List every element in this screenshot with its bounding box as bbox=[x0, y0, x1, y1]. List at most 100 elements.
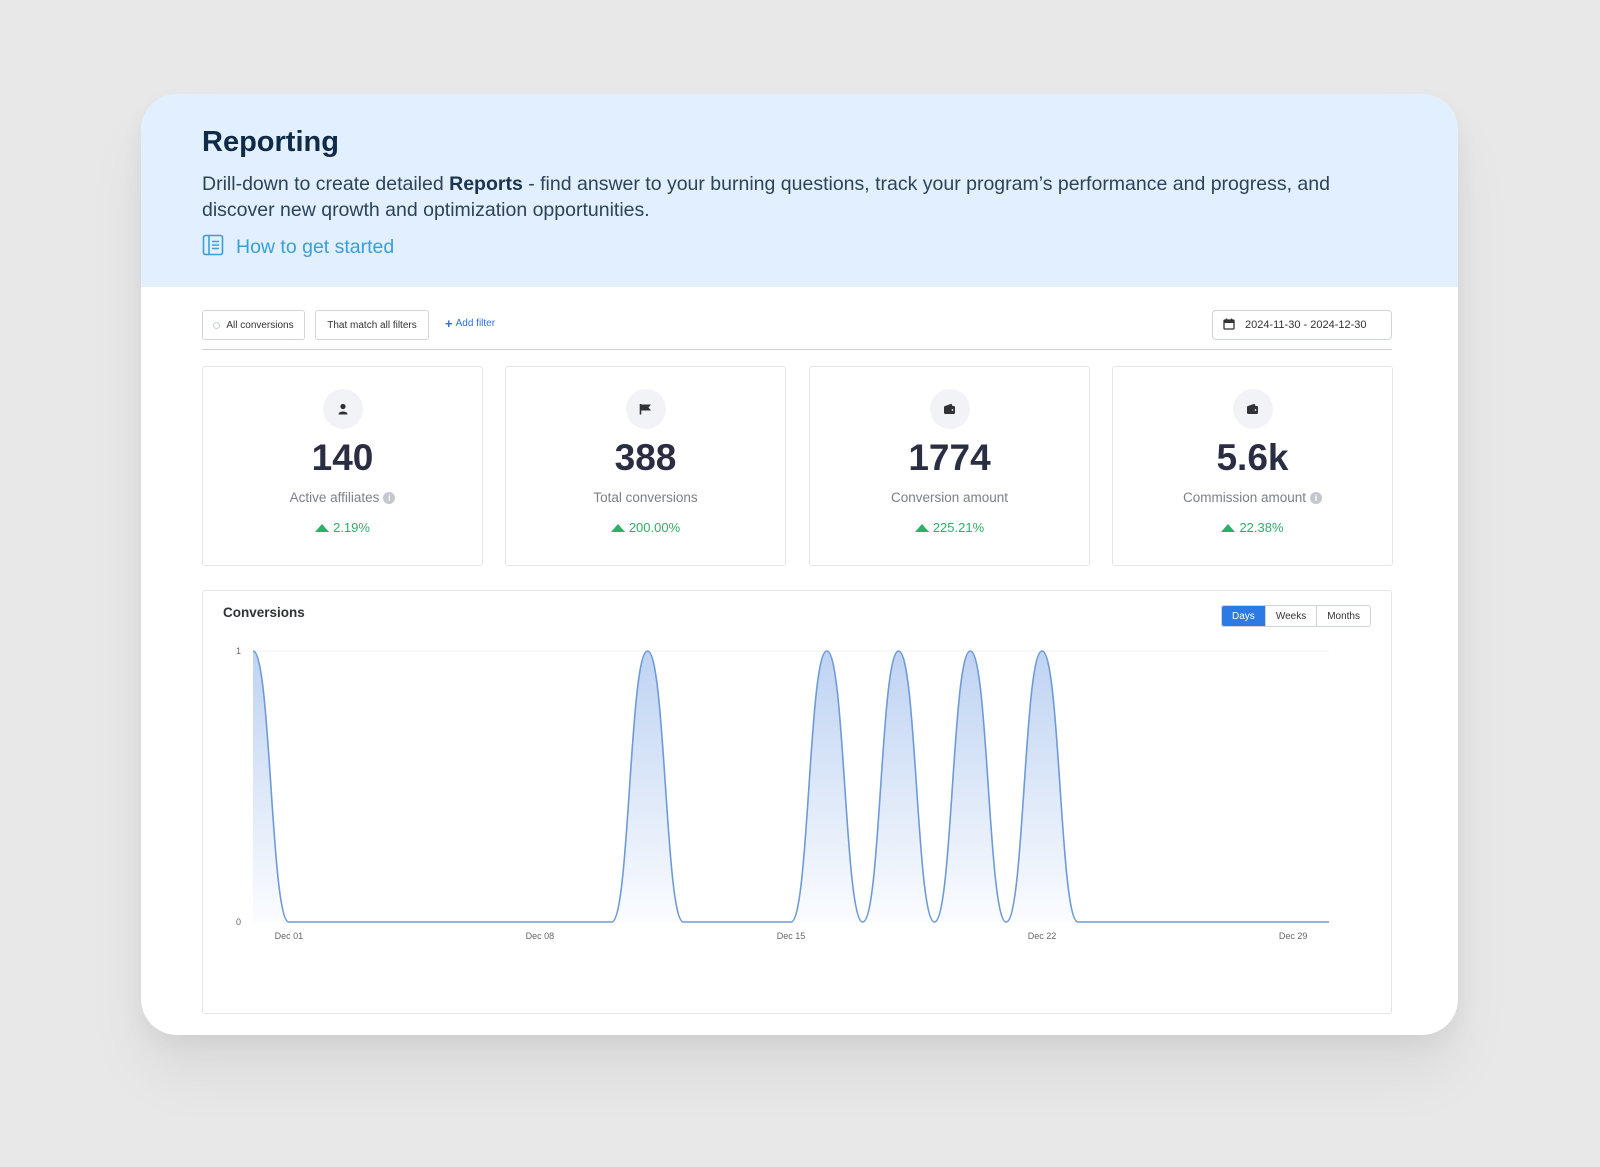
data-point[interactable] bbox=[860, 919, 866, 925]
series-line bbox=[252, 650, 1329, 923]
flag-icon bbox=[625, 389, 666, 429]
conversions-chart: 0 1 Dec 01 Dec 08 Dec 15 Dec 22 Dec 29 bbox=[236, 646, 1332, 941]
data-point[interactable] bbox=[967, 648, 973, 654]
arrow-up-icon bbox=[315, 523, 330, 532]
stat-change: 200.00% bbox=[506, 520, 785, 535]
period-toggle: Days Weeks Months bbox=[1221, 605, 1371, 627]
stat-value: 140 bbox=[311, 437, 374, 478]
stat-card-active-affiliates: 140 Active affiliates i 2.19% bbox=[202, 366, 483, 566]
add-filter-button[interactable]: + Add filter bbox=[445, 315, 496, 331]
y-tick-label: 0 bbox=[236, 917, 241, 927]
stat-change-value: 200.00% bbox=[628, 520, 681, 535]
data-point[interactable] bbox=[322, 919, 328, 925]
data-point[interactable] bbox=[1039, 648, 1045, 654]
period-weeks-button[interactable]: Weeks bbox=[1264, 606, 1317, 626]
x-tick-label: Dec 15 bbox=[777, 931, 806, 941]
page-description: Drill-down to create detailed Reports - … bbox=[202, 171, 1362, 223]
page-title: Reporting bbox=[202, 126, 339, 158]
arrow-up-icon bbox=[1221, 523, 1236, 532]
arrow-up-icon bbox=[610, 523, 625, 532]
data-point[interactable] bbox=[609, 919, 615, 925]
wallet-icon bbox=[1232, 389, 1273, 429]
wallet-icon bbox=[929, 389, 970, 429]
stat-label: Total conversions bbox=[506, 490, 785, 505]
period-months-button[interactable]: Months bbox=[1316, 606, 1370, 626]
plus-icon: + bbox=[445, 315, 453, 331]
date-range-value: 2024-11-30 - 2024-12-30 bbox=[1245, 319, 1367, 331]
data-point[interactable] bbox=[1254, 919, 1260, 925]
user-icon bbox=[322, 389, 363, 429]
data-point[interactable] bbox=[896, 648, 902, 654]
stat-label: Conversion amount bbox=[810, 490, 1089, 505]
stat-change: 2.19% bbox=[203, 520, 482, 535]
info-icon[interactable]: i bbox=[383, 491, 396, 504]
stat-change-value: 22.38% bbox=[1239, 520, 1284, 535]
stat-card-commission-amount: 5.6k Commission amount i 22.38% bbox=[1112, 366, 1393, 566]
hero-banner: Reporting Drill-down to create detailed … bbox=[141, 94, 1458, 287]
series-area bbox=[253, 651, 1329, 922]
data-point[interactable] bbox=[429, 919, 435, 925]
how-to-get-started-link[interactable]: How to get started bbox=[202, 234, 394, 261]
x-tick-label: Dec 08 bbox=[526, 931, 555, 941]
data-point[interactable] bbox=[680, 919, 686, 925]
data-point[interactable] bbox=[1003, 919, 1009, 925]
stat-label-text: Commission amount bbox=[1182, 490, 1307, 505]
description-text-start: Drill-down to create detailed bbox=[202, 173, 450, 195]
stat-change-value: 2.19% bbox=[333, 520, 370, 535]
data-point[interactable] bbox=[824, 648, 830, 654]
stat-change: 225.21% bbox=[810, 520, 1089, 535]
data-point[interactable] bbox=[393, 919, 399, 925]
reporting-card: Reporting Drill-down to create detailed … bbox=[141, 94, 1458, 1035]
match-filters-label: That match all filters bbox=[327, 319, 417, 331]
data-point[interactable] bbox=[1218, 919, 1224, 925]
data-point[interactable] bbox=[501, 919, 507, 925]
chart-title: Conversions bbox=[223, 605, 305, 620]
book-icon bbox=[202, 234, 224, 261]
data-point[interactable] bbox=[573, 919, 579, 925]
how-to-get-started-label: How to get started bbox=[236, 236, 395, 258]
match-filters-select[interactable]: That match all filters bbox=[315, 310, 429, 340]
data-point[interactable] bbox=[1147, 919, 1153, 925]
period-days-button[interactable]: Days bbox=[1222, 606, 1265, 626]
radio-icon bbox=[213, 321, 221, 329]
stat-value: 388 bbox=[614, 437, 677, 478]
data-point[interactable] bbox=[645, 648, 651, 654]
stat-label-text: Conversion amount bbox=[890, 490, 1009, 505]
description-bold-reports: Reports bbox=[449, 173, 523, 195]
data-point[interactable] bbox=[465, 919, 471, 925]
data-point[interactable] bbox=[1326, 919, 1332, 925]
description-text-end: - find answer to your burning questions,… bbox=[202, 173, 1330, 221]
data-point[interactable] bbox=[1075, 919, 1081, 925]
stat-change: 22.38% bbox=[1113, 520, 1392, 535]
stat-value: 5.6k bbox=[1216, 437, 1289, 478]
data-point[interactable] bbox=[250, 648, 256, 654]
x-tick-label: Dec 22 bbox=[1028, 931, 1057, 941]
data-point[interactable] bbox=[286, 919, 292, 925]
conversions-chart-card: Conversions Days Weeks Months 0 1 Dec 01 De… bbox=[202, 590, 1392, 1014]
calendar-icon bbox=[1223, 318, 1235, 333]
stat-value: 1774 bbox=[908, 437, 991, 478]
x-tick-label: Dec 01 bbox=[275, 931, 304, 941]
data-point[interactable] bbox=[358, 919, 364, 925]
data-point[interactable] bbox=[1183, 919, 1189, 925]
stat-card-total-conversions: 388 Total conversions 200.00% bbox=[505, 366, 786, 566]
stat-card-conversion-amount: 1774 Conversion amount 225.21% bbox=[809, 366, 1090, 566]
data-point[interactable] bbox=[1290, 919, 1296, 925]
conversions-scope-label: All conversions bbox=[226, 319, 294, 331]
info-icon[interactable]: i bbox=[1310, 491, 1323, 504]
stat-label-text: Active affiliates bbox=[289, 490, 380, 505]
data-point[interactable] bbox=[716, 919, 722, 925]
conversions-scope-select[interactable]: All conversions bbox=[202, 310, 305, 340]
stat-label: Active affiliates i bbox=[203, 490, 482, 505]
data-point[interactable] bbox=[1111, 919, 1117, 925]
data-point[interactable] bbox=[537, 919, 543, 925]
stat-label-text: Total conversions bbox=[593, 490, 698, 505]
y-tick-label: 1 bbox=[236, 646, 241, 656]
data-point[interactable] bbox=[931, 919, 937, 925]
add-filter-label: Add filter bbox=[455, 318, 496, 329]
date-range-picker[interactable]: 2024-11-30 - 2024-12-30 bbox=[1212, 310, 1392, 340]
stat-label: Commission amount i bbox=[1113, 490, 1392, 505]
data-point[interactable] bbox=[752, 919, 758, 925]
data-point[interactable] bbox=[788, 919, 794, 925]
filter-bar: All conversions That match all filters +… bbox=[202, 310, 1392, 350]
